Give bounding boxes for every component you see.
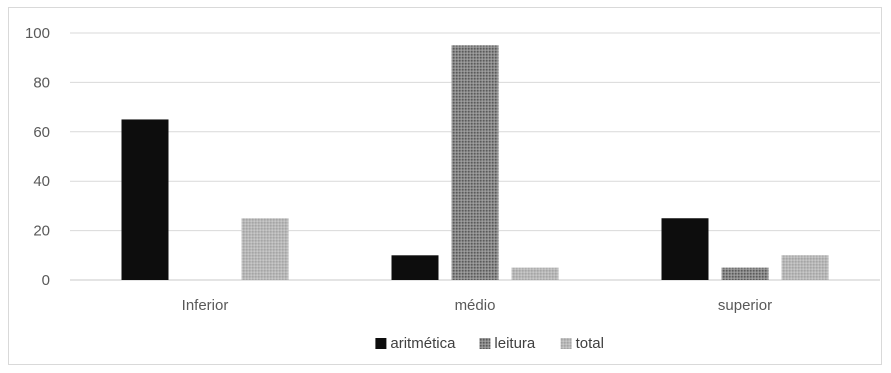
legend-swatch [375,338,387,349]
x-axis-labels: Inferior médio superior [182,297,772,314]
legend-item-aritmetica: aritmética [375,335,456,352]
bars [121,45,829,280]
bar-leitura-superior [721,267,769,280]
y-tick-label: 80 [33,74,50,91]
bar-leitura-medio [451,45,499,280]
y-tick-label: 40 [33,173,50,190]
legend-swatch [479,338,491,349]
y-tick-label: 20 [33,223,50,240]
x-tick-label-superior: superior [718,297,772,314]
legend-label: leitura [494,335,536,352]
x-tick-label-inferior: Inferior [182,297,229,314]
y-axis-ticks: 0 20 40 60 80 100 [25,25,50,289]
bar-aritmetica-superior [661,218,709,280]
y-tick-label: 60 [33,124,50,141]
bar-total-medio [511,267,559,280]
y-tick-label: 100 [25,25,50,42]
legend-item-total: total [560,335,604,352]
bar-total-superior [781,255,829,280]
bar-aritmetica-inferior [121,119,169,280]
legend-label: aritmética [390,335,456,352]
bar-aritmetica-medio [391,255,439,280]
bar-total-inferior [241,218,289,280]
legend-swatch [560,338,572,349]
x-tick-label-medio: médio [455,297,496,314]
legend-label: total [576,335,604,352]
legend-item-leitura: leitura [479,335,536,352]
legend: aritmética leitura total [375,335,604,352]
y-tick-label: 0 [42,272,50,289]
